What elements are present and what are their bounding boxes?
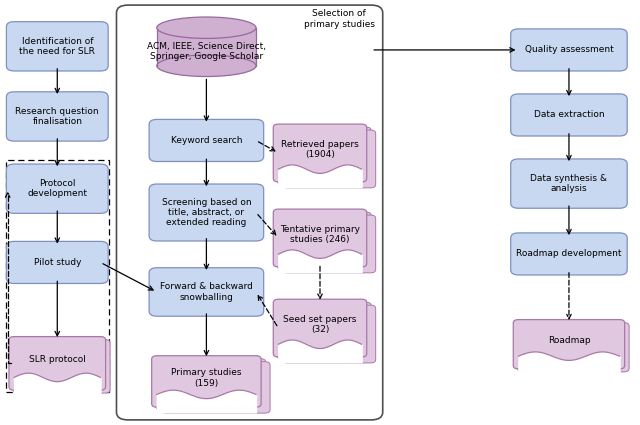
Text: Primary studies
(159): Primary studies (159) — [171, 368, 242, 388]
Ellipse shape — [157, 55, 256, 76]
Text: Pilot study: Pilot study — [33, 258, 81, 267]
Text: Keyword search: Keyword search — [171, 136, 242, 145]
Bar — [6, 160, 109, 392]
FancyBboxPatch shape — [278, 302, 371, 360]
Ellipse shape — [157, 17, 256, 38]
FancyBboxPatch shape — [511, 29, 627, 71]
FancyBboxPatch shape — [273, 124, 367, 182]
FancyBboxPatch shape — [278, 212, 371, 270]
FancyBboxPatch shape — [273, 299, 367, 357]
Text: Tentative primary
studies (246): Tentative primary studies (246) — [280, 225, 360, 244]
FancyBboxPatch shape — [6, 22, 108, 71]
FancyBboxPatch shape — [6, 164, 108, 213]
FancyBboxPatch shape — [161, 362, 270, 413]
FancyBboxPatch shape — [511, 233, 627, 275]
Text: Research question
finalisation: Research question finalisation — [15, 107, 99, 126]
Text: Quality assessment: Quality assessment — [525, 45, 613, 54]
Text: Data synthesis &
analysis: Data synthesis & analysis — [531, 174, 607, 193]
FancyBboxPatch shape — [278, 127, 371, 185]
FancyBboxPatch shape — [149, 268, 264, 316]
FancyBboxPatch shape — [156, 359, 266, 410]
Text: Forward & backward
snowballing: Forward & backward snowballing — [160, 282, 253, 302]
FancyBboxPatch shape — [13, 340, 110, 393]
FancyBboxPatch shape — [149, 184, 264, 241]
FancyBboxPatch shape — [513, 320, 625, 369]
FancyBboxPatch shape — [9, 337, 106, 390]
Text: Screening based on
title, abstract, or
extended reading: Screening based on title, abstract, or e… — [161, 198, 252, 227]
FancyBboxPatch shape — [282, 305, 376, 363]
Text: Identification of
the need for SLR: Identification of the need for SLR — [19, 37, 95, 56]
FancyBboxPatch shape — [518, 323, 629, 372]
FancyBboxPatch shape — [149, 119, 264, 162]
FancyBboxPatch shape — [6, 92, 108, 141]
Text: Roadmap: Roadmap — [548, 336, 590, 346]
Text: Retrieved papers
(1904): Retrieved papers (1904) — [281, 140, 359, 159]
Text: Data extraction: Data extraction — [534, 110, 604, 119]
Text: Protocol
development: Protocol development — [28, 179, 87, 198]
Bar — [157, 28, 256, 66]
FancyBboxPatch shape — [6, 241, 108, 283]
FancyBboxPatch shape — [282, 130, 376, 188]
FancyBboxPatch shape — [152, 356, 261, 407]
FancyBboxPatch shape — [511, 94, 627, 136]
Text: Selection of
primary studies: Selection of primary studies — [304, 9, 374, 29]
Text: Seed set papers
(32): Seed set papers (32) — [284, 315, 356, 334]
Text: Roadmap development: Roadmap development — [516, 249, 621, 258]
Text: SLR protocol: SLR protocol — [29, 355, 86, 365]
FancyBboxPatch shape — [273, 209, 367, 267]
FancyBboxPatch shape — [511, 159, 627, 208]
FancyBboxPatch shape — [282, 215, 376, 273]
Text: ACM, IEEE, Science Direct,
Springer, Google Scholar: ACM, IEEE, Science Direct, Springer, Goo… — [147, 42, 266, 61]
